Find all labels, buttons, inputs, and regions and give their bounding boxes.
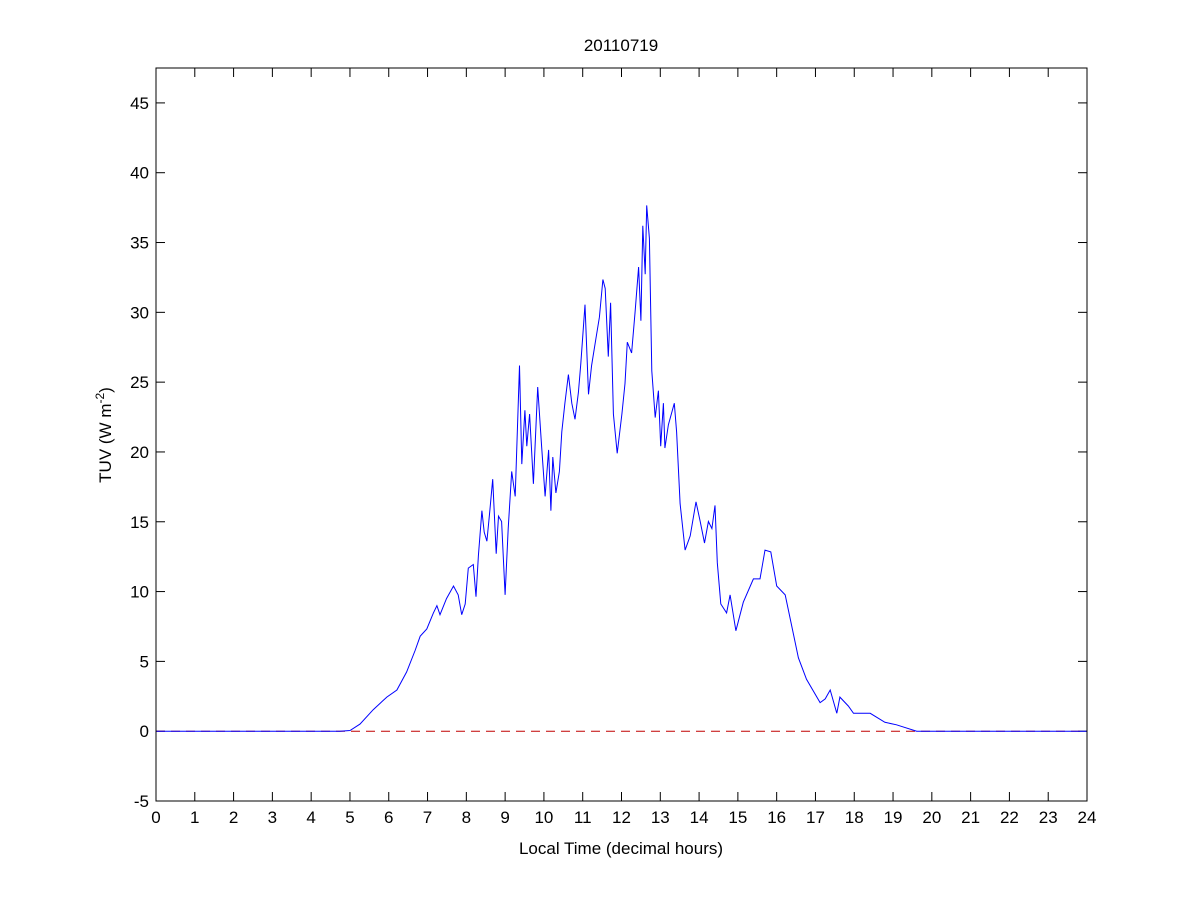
x-tick-label: 18 — [845, 808, 864, 827]
y-tick-label: 10 — [130, 583, 149, 602]
y-tick-label: 40 — [130, 164, 149, 183]
x-tick-label: 2 — [229, 808, 238, 827]
axis-tick-labels: 0 1 2 3 4 5 6 7 8 9 10 11 12 13 14 15 16 17 18 19 20 21 22 23 24… — [130, 94, 1096, 827]
x-tick-label: 7 — [423, 808, 432, 827]
x-tick-label: 10 — [534, 808, 553, 827]
x-tick-label: 19 — [884, 808, 903, 827]
x-tick-label: 23 — [1039, 808, 1058, 827]
plot-frame — [155, 67, 1088, 802]
x-tick-label: 15 — [728, 808, 747, 827]
x-tick-label: 0 — [151, 808, 160, 827]
x-tick-label: 5 — [345, 808, 354, 827]
y-tick-label: 0 — [140, 722, 149, 741]
y-tick-label: 25 — [130, 373, 149, 392]
x-tick-label: 11 — [574, 808, 592, 827]
x-tick-label: 17 — [806, 808, 825, 827]
x-tick-label: 13 — [651, 808, 670, 827]
x-axis-label: Local Time (decimal hours) — [519, 839, 723, 858]
y-tick-label: 35 — [130, 234, 149, 253]
y-axis-label-suffix: ) — [96, 387, 115, 393]
plot-area — [156, 68, 1087, 801]
x-tick-label: 3 — [268, 808, 277, 827]
x-tick-label: 1 — [190, 808, 199, 827]
x-tick-label: 24 — [1078, 808, 1097, 827]
x-tick-label: 4 — [306, 808, 315, 827]
x-tick-label: 14 — [690, 808, 709, 827]
x-tick-label: 9 — [500, 808, 509, 827]
y-tick-label: 15 — [130, 513, 149, 532]
y-tick-label: 45 — [130, 94, 149, 113]
series-line-tuv — [156, 205, 1087, 732]
x-tick-label: 22 — [1000, 808, 1019, 827]
x-tick-label: 20 — [922, 808, 941, 827]
y-tick-label: 5 — [140, 652, 149, 671]
y-axis-label-superscript: -2 — [93, 393, 107, 404]
x-tick-label: 12 — [612, 808, 631, 827]
chart-title: 20110719 — [584, 36, 658, 55]
x-tick-label: 6 — [384, 808, 393, 827]
y-axis-label-main: TUV (W m — [96, 404, 115, 483]
x-tick-label: 16 — [767, 808, 786, 827]
y-tick-label: 20 — [130, 443, 149, 462]
y-tick-label: 30 — [130, 303, 149, 322]
y-axis-label: TUV (W m-2) — [93, 387, 115, 483]
y-tick-label: -5 — [134, 792, 149, 811]
x-tick-label: 8 — [462, 808, 471, 827]
x-tick-label: 21 — [961, 808, 980, 827]
axis-ticks — [155, 68, 1088, 802]
